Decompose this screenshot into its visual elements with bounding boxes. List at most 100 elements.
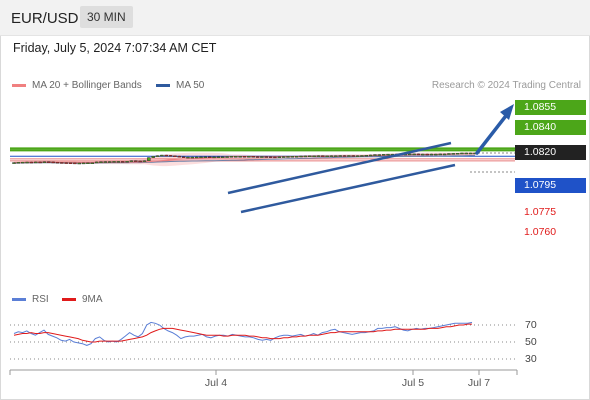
rsi-9ma-line [13, 323, 472, 343]
candle-up [20, 161, 25, 164]
candle-down [255, 156, 260, 158]
candle-up [234, 156, 238, 158]
candle-up [421, 153, 425, 156]
candle-up [194, 156, 199, 159]
candle-down [134, 160, 138, 162]
rsi-level-50: 50 [525, 336, 537, 348]
candle-up [16, 162, 21, 164]
candle-up [142, 160, 147, 162]
candle-up [316, 155, 321, 157]
forecast-arrow-head [500, 104, 514, 120]
candle-up [107, 161, 112, 163]
candle-down [38, 161, 42, 164]
candle-down [342, 155, 347, 157]
rsi-level-70: 70 [525, 319, 537, 331]
candle-up [460, 152, 464, 155]
candle-up [447, 153, 451, 155]
candle-up [151, 156, 155, 158]
candle-down [242, 156, 247, 158]
legend-ma50: MA 50 [156, 80, 204, 91]
trendline-upper [227, 141, 452, 195]
rsi-level-30: 30 [525, 353, 537, 365]
candle-up [468, 152, 473, 155]
candle-up [186, 156, 190, 159]
candle-down [164, 154, 168, 157]
candle-up [277, 156, 282, 158]
legend-9ma-label: 9MA [82, 294, 103, 305]
x-label-jul-7: Jul 7 [467, 377, 491, 389]
candle-up [429, 153, 434, 156]
candle-up [373, 154, 377, 156]
candle-up [42, 161, 47, 163]
candle-down [73, 162, 77, 165]
price-tag-1-0840: 1.0840 [515, 120, 586, 135]
rsi-line [13, 321, 473, 346]
candle-up [103, 161, 108, 163]
candle-down [273, 156, 277, 159]
candle-up [86, 162, 90, 164]
candle-up [147, 157, 151, 161]
x-label-jul-5: Jul 5 [401, 377, 425, 389]
legend-ma20: MA 20 + Bollinger Bands [12, 80, 142, 91]
legend-rsi-swatch [12, 297, 26, 301]
candle-down [29, 161, 34, 164]
legend-rsi: RSI [12, 294, 49, 305]
candle-up [77, 162, 81, 165]
candle-down [321, 155, 325, 157]
candle-up [360, 155, 364, 157]
candle-up [464, 152, 469, 155]
price-tag-1-0855: 1.0855 [515, 100, 586, 115]
candle-down [177, 155, 182, 158]
candle-down [207, 156, 212, 158]
candle-down [68, 162, 73, 164]
candle-up [212, 156, 216, 159]
candle-up [408, 153, 412, 156]
price-tag-pivot-1-0795: 1.0795 [515, 178, 586, 193]
candle-down [138, 160, 142, 163]
candle-up [129, 160, 134, 162]
candle-down [55, 161, 60, 164]
candle-up [347, 155, 351, 157]
candle-down [351, 155, 355, 157]
candle-up [238, 156, 242, 158]
price-label-1-0760: 1.0760 [524, 226, 557, 238]
candle-down [181, 156, 186, 158]
candle-up [294, 156, 299, 158]
candle-down [64, 162, 68, 164]
candle-down [268, 156, 273, 158]
candle-up [33, 161, 38, 164]
symbol-title: EUR/USD [11, 10, 79, 27]
candle-down [425, 153, 429, 156]
candle-up [99, 161, 103, 163]
candle-up [94, 161, 99, 164]
candle-up [160, 154, 164, 157]
legend-rsi-label: RSI [32, 294, 49, 305]
candle-up [81, 162, 86, 165]
candle-up [299, 155, 303, 158]
candle-up [412, 153, 416, 156]
legend-9ma: 9MA [62, 294, 103, 305]
candle-up [260, 156, 264, 158]
candle-up [438, 153, 442, 156]
candle-up [334, 155, 338, 157]
candle-up [455, 153, 460, 155]
candle-down [168, 155, 173, 157]
candle-up [229, 156, 234, 158]
trendline-lower [240, 163, 456, 214]
candle-up [442, 153, 447, 156]
candle-up [434, 153, 438, 156]
chart-datetime: Friday, July 5, 2024 7:07:34 AM CET [13, 41, 217, 55]
candle-up [364, 154, 369, 157]
candle-up [12, 162, 16, 164]
candle-down [173, 155, 177, 158]
candle-up [281, 156, 286, 158]
timeframe-button[interactable]: 30 MIN [80, 6, 133, 28]
candle-up [307, 155, 312, 158]
research-credit: Research © 2024 Trading Central [431, 80, 581, 91]
candle-up [377, 154, 382, 156]
candle-down [251, 156, 255, 158]
candle-up [381, 154, 386, 156]
candle-up [290, 156, 295, 158]
candle-down [47, 161, 51, 163]
